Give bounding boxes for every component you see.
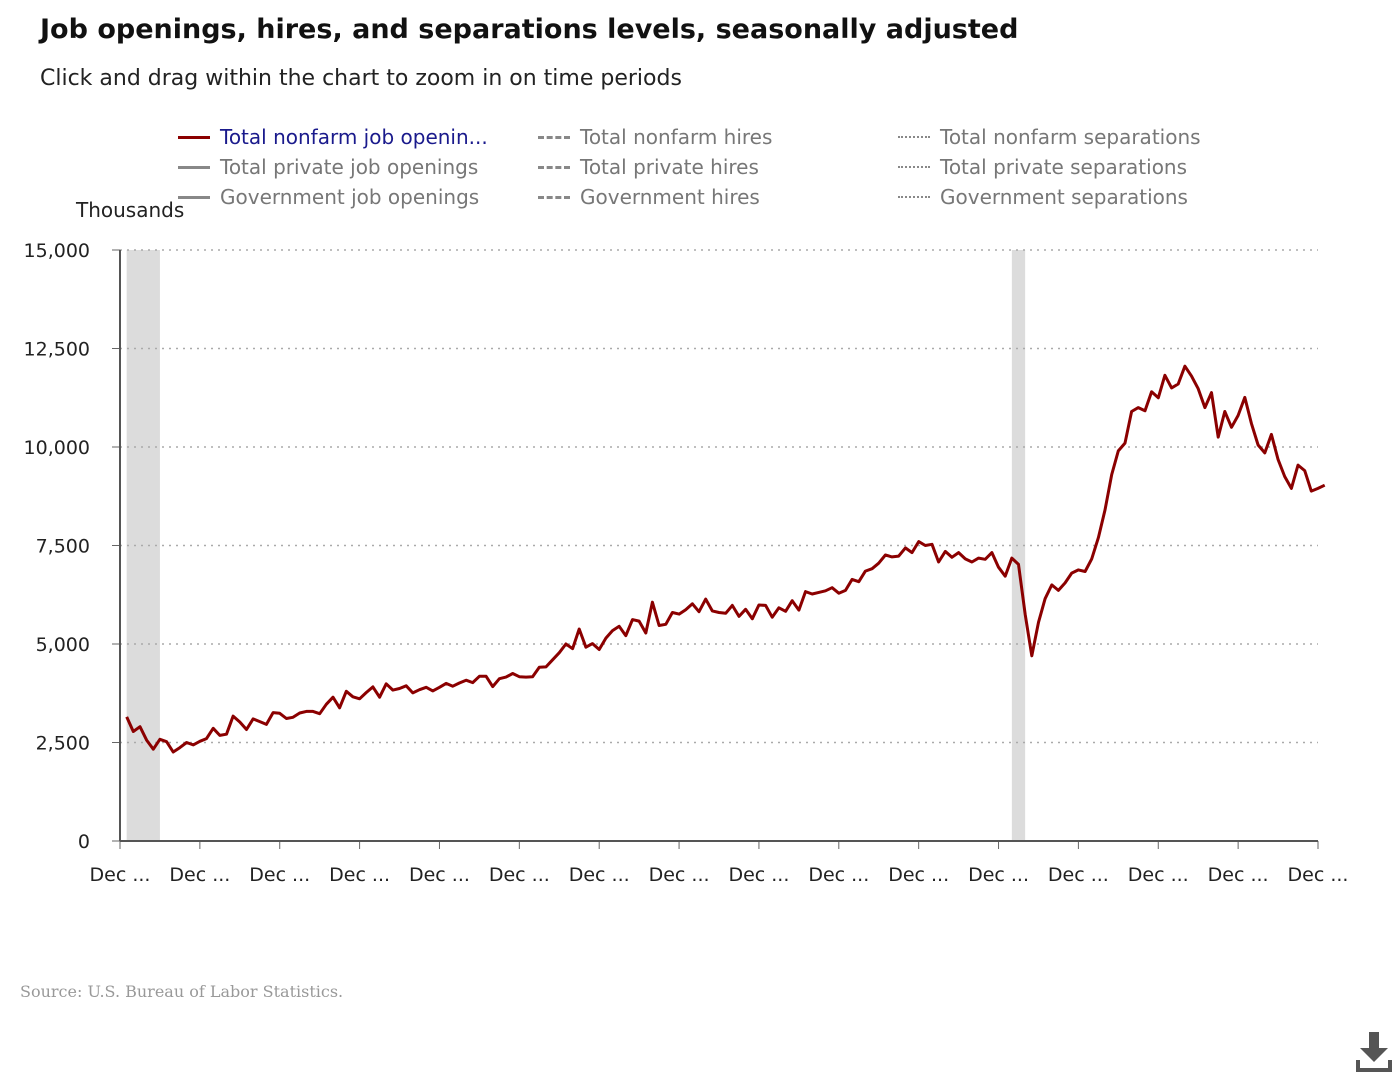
x-tick-label: Dec ... (1208, 864, 1269, 886)
x-tick-label: Dec ... (728, 864, 789, 886)
download-icon (1356, 1032, 1392, 1072)
legend-item-total-private-separations[interactable]: Total private separations (898, 152, 1187, 182)
chart-subtitle: Click and drag within the chart to zoom … (40, 66, 682, 91)
x-tick-label: Dec ... (1048, 864, 1109, 886)
legend-item-total-nonfarm-job-openings[interactable]: Total nonfarm job openin... (178, 122, 488, 152)
x-tick-label: Dec ... (569, 864, 630, 886)
x-tick-label: Dec ... (888, 864, 949, 886)
x-tick-label: Dec ... (169, 864, 230, 886)
legend-swatch-solid (178, 195, 210, 199)
legend-item-total-nonfarm-hires[interactable]: Total nonfarm hires (538, 122, 772, 152)
legend-label: Total private hires (580, 155, 759, 179)
legend-item-total-private-job-openings[interactable]: Total private job openings (178, 152, 478, 182)
legend-label: Total private job openings (220, 155, 479, 179)
legend-item-government-hires[interactable]: Government hires (538, 182, 760, 212)
legend-swatch-dotted (898, 166, 930, 168)
recession-band (126, 250, 160, 841)
legend-label: Total nonfarm job openin... (220, 125, 488, 149)
legend-item-government-job-openings[interactable]: Government job openings (178, 182, 479, 212)
recession-band (1011, 250, 1026, 841)
chart-title: Job openings, hires, and separations lev… (40, 14, 1019, 45)
y-axis-ticks: 0 2,500 5,000 7,500 10,000 12,500 15,000 (24, 240, 120, 853)
legend-item-government-separations[interactable]: Government separations (898, 182, 1188, 212)
series-line-total-nonfarm-job-openings[interactable] (125, 364, 1326, 754)
y-tick-label: 12,500 (24, 339, 90, 361)
legend-swatch-solid (178, 165, 210, 169)
legend-swatch-dotted (898, 196, 930, 198)
legend-item-total-nonfarm-separations[interactable]: Total nonfarm separations (898, 122, 1201, 152)
x-axis-ticks: Dec ... Dec ... Dec ... Dec ... Dec ... Dec .… (90, 841, 1349, 886)
source-note: Source: U.S. Bureau of Labor Statistics. (20, 982, 344, 1001)
x-tick-label: Dec ... (649, 864, 710, 886)
y-tick-label: 2,500 (36, 733, 90, 755)
legend-swatch-dashed (538, 195, 570, 199)
legend-swatch-solid (178, 135, 210, 139)
x-tick-label: Dec ... (90, 864, 151, 886)
legend-item-total-private-hires[interactable]: Total private hires (538, 152, 759, 182)
y-tick-label: 10,000 (24, 437, 90, 459)
legend-label: Total nonfarm hires (580, 125, 773, 149)
legend-label: Government separations (940, 185, 1188, 209)
download-button[interactable] (1354, 1030, 1394, 1074)
gridlines (120, 249, 1318, 744)
x-tick-label: Dec ... (489, 864, 550, 886)
x-tick-label: Dec ... (249, 864, 310, 886)
x-tick-label: Dec ... (968, 864, 1029, 886)
legend-label: Government job openings (220, 185, 480, 209)
x-tick-label: Dec ... (1128, 864, 1189, 886)
legend-swatch-dotted (898, 136, 930, 138)
y-tick-label: 7,500 (36, 536, 90, 558)
legend-label: Total nonfarm separations (940, 125, 1201, 149)
x-tick-label: Dec ... (409, 864, 470, 886)
y-axis-label: Thousands (76, 198, 185, 222)
x-tick-label: Dec ... (1288, 864, 1349, 886)
y-tick-label: 0 (78, 831, 90, 853)
legend-label: Total private separations (940, 155, 1188, 179)
x-tick-label: Dec ... (808, 864, 869, 886)
legend: Total nonfarm job openin... Total nonfar… (178, 122, 1278, 218)
chart-plot-area[interactable]: 0 2,500 5,000 7,500 10,000 12,500 15,000 Dec .… (0, 230, 1400, 910)
legend-label: Government hires (580, 185, 760, 209)
recession-bands (126, 250, 1026, 841)
y-tick-label: 15,000 (24, 240, 90, 262)
legend-swatch-dashed (538, 165, 570, 169)
x-tick-label: Dec ... (329, 864, 390, 886)
legend-swatch-dashed (538, 135, 570, 139)
y-tick-label: 5,000 (36, 634, 90, 656)
